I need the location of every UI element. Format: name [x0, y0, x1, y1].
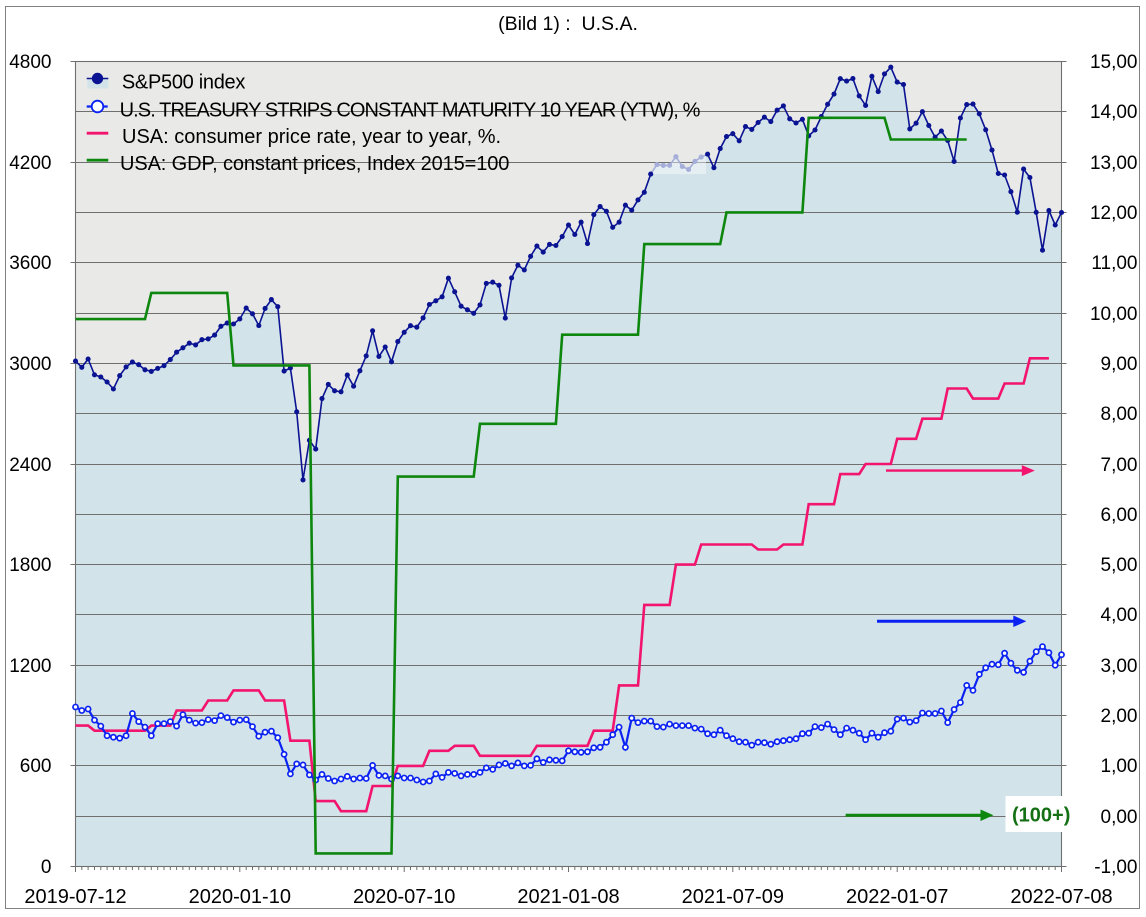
svg-text:2022-01-07: 2022-01-07 — [846, 886, 948, 908]
svg-text:5,00: 5,00 — [1101, 555, 1138, 576]
svg-text:(100+): (100+) — [1012, 805, 1070, 827]
svg-text:9,00: 9,00 — [1101, 354, 1138, 375]
svg-text:13,00: 13,00 — [1090, 153, 1138, 174]
svg-text:0,00: 0,00 — [1101, 807, 1138, 828]
svg-text:(Bild 1) : U.S.A.: (Bild 1) : U.S.A. — [498, 13, 638, 35]
svg-text:2020-01-10: 2020-01-10 — [189, 886, 291, 908]
svg-text:2020-07-10: 2020-07-10 — [353, 886, 455, 908]
svg-text:1,00: 1,00 — [1101, 756, 1138, 777]
svg-text:1200: 1200 — [9, 656, 51, 677]
svg-text:2021-01-08: 2021-01-08 — [517, 886, 619, 908]
svg-text:2021-07-09: 2021-07-09 — [682, 886, 784, 908]
svg-text:1800: 1800 — [9, 555, 51, 576]
svg-text:U.S. TREASURY STRIPS CONSTANT: U.S. TREASURY STRIPS CONSTANT MATURITY 1… — [120, 99, 701, 121]
svg-text:3000: 3000 — [9, 354, 51, 375]
svg-text:-1,00: -1,00 — [1094, 857, 1137, 878]
svg-text:12,00: 12,00 — [1090, 203, 1138, 224]
svg-text:11,00: 11,00 — [1091, 253, 1137, 274]
svg-text:USA: consumer price rate, year: USA: consumer price rate, year to year, … — [122, 126, 501, 148]
svg-text:USA: GDP, constant prices, Ind: USA: GDP, constant prices, Index 2015=10… — [120, 153, 509, 175]
svg-text:8,00: 8,00 — [1101, 404, 1138, 425]
svg-text:3600: 3600 — [9, 253, 51, 274]
svg-text:6,00: 6,00 — [1101, 505, 1138, 526]
svg-text:S&P500 index: S&P500 index — [122, 71, 245, 93]
svg-text:2400: 2400 — [9, 455, 51, 476]
svg-text:2022-07-08: 2022-07-08 — [1010, 886, 1112, 908]
svg-text:3,00: 3,00 — [1101, 656, 1138, 677]
svg-text:0: 0 — [41, 857, 52, 878]
svg-text:600: 600 — [20, 756, 52, 777]
svg-text:4200: 4200 — [9, 153, 51, 174]
svg-text:2,00: 2,00 — [1101, 706, 1138, 727]
svg-text:15,00: 15,00 — [1090, 52, 1138, 73]
svg-text:4,00: 4,00 — [1101, 605, 1138, 626]
svg-text:7,00: 7,00 — [1101, 455, 1138, 476]
svg-text:2019-07-12: 2019-07-12 — [24, 886, 126, 908]
svg-text:10,00: 10,00 — [1090, 304, 1138, 325]
svg-text:14,00: 14,00 — [1090, 102, 1138, 123]
svg-text:4800: 4800 — [9, 52, 51, 73]
